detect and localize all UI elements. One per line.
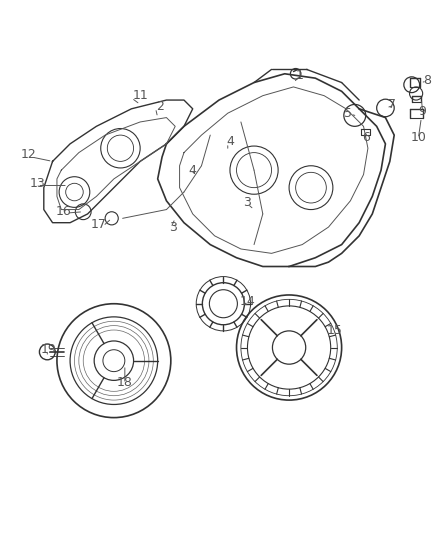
Text: 16: 16 (56, 205, 71, 218)
Text: 18: 18 (117, 376, 133, 389)
Text: 9: 9 (419, 104, 427, 117)
Text: 6: 6 (362, 131, 370, 144)
Text: 1: 1 (296, 69, 304, 83)
Text: 3: 3 (244, 197, 251, 209)
Text: 14: 14 (240, 295, 255, 308)
Text: 2: 2 (156, 100, 164, 113)
Text: 3: 3 (169, 221, 177, 233)
Text: 4: 4 (189, 164, 197, 176)
Text: 12: 12 (21, 148, 36, 161)
Text: 10: 10 (410, 131, 426, 144)
Text: 11: 11 (132, 89, 148, 102)
Text: 5: 5 (344, 107, 352, 120)
Text: 7: 7 (388, 98, 396, 111)
Text: 8: 8 (423, 74, 431, 87)
Text: 4: 4 (226, 135, 234, 148)
Text: 17: 17 (91, 219, 106, 231)
Text: 19: 19 (40, 343, 56, 356)
Text: 15: 15 (327, 324, 343, 336)
Text: 13: 13 (29, 177, 45, 190)
